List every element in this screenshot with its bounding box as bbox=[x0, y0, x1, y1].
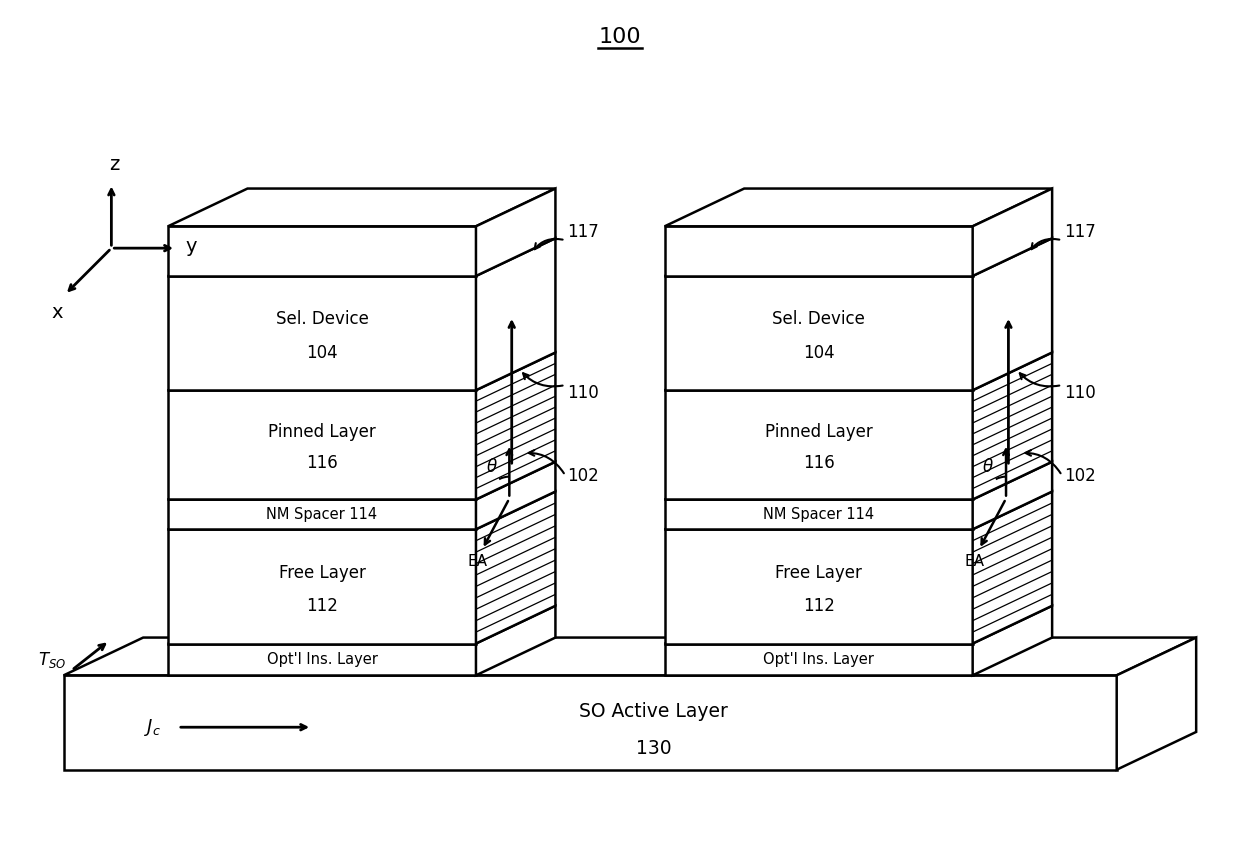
Text: y: y bbox=[186, 237, 197, 256]
Text: 102: 102 bbox=[1064, 466, 1096, 485]
Polygon shape bbox=[476, 492, 556, 643]
Text: $J_c$: $J_c$ bbox=[144, 717, 161, 738]
Polygon shape bbox=[167, 530, 476, 643]
Text: 112: 112 bbox=[306, 597, 339, 615]
Text: 104: 104 bbox=[306, 344, 337, 361]
Polygon shape bbox=[972, 605, 1052, 675]
Text: 110: 110 bbox=[568, 384, 599, 402]
Text: Sel. Device: Sel. Device bbox=[773, 311, 866, 328]
Polygon shape bbox=[1117, 637, 1197, 770]
Text: 112: 112 bbox=[802, 597, 835, 615]
Polygon shape bbox=[665, 226, 972, 276]
Text: Opt'l Ins. Layer: Opt'l Ins. Layer bbox=[764, 652, 874, 667]
Polygon shape bbox=[972, 238, 1052, 390]
Text: Pinned Layer: Pinned Layer bbox=[268, 423, 376, 440]
Polygon shape bbox=[665, 189, 1052, 226]
Polygon shape bbox=[63, 637, 1197, 675]
Text: Sel. Device: Sel. Device bbox=[275, 311, 368, 328]
Text: Pinned Layer: Pinned Layer bbox=[765, 423, 873, 440]
Polygon shape bbox=[665, 643, 972, 675]
Polygon shape bbox=[665, 499, 972, 530]
Polygon shape bbox=[167, 605, 556, 643]
Text: 116: 116 bbox=[306, 455, 337, 472]
Polygon shape bbox=[167, 499, 476, 530]
Text: $\theta$: $\theta$ bbox=[982, 458, 994, 476]
Polygon shape bbox=[665, 390, 972, 499]
Polygon shape bbox=[167, 226, 476, 276]
Polygon shape bbox=[167, 492, 556, 530]
Polygon shape bbox=[476, 189, 556, 276]
Text: Free Layer: Free Layer bbox=[279, 563, 366, 582]
Text: Opt'l Ins. Layer: Opt'l Ins. Layer bbox=[267, 652, 377, 667]
Text: 117: 117 bbox=[568, 223, 599, 242]
Text: NM Spacer 114: NM Spacer 114 bbox=[763, 507, 874, 522]
Polygon shape bbox=[167, 353, 556, 390]
Polygon shape bbox=[63, 675, 1117, 770]
Text: $\theta$: $\theta$ bbox=[486, 458, 497, 476]
Text: 104: 104 bbox=[802, 344, 835, 361]
Text: Free Layer: Free Layer bbox=[775, 563, 862, 582]
Text: 100: 100 bbox=[599, 27, 641, 46]
Polygon shape bbox=[665, 353, 1052, 390]
Polygon shape bbox=[665, 461, 1052, 499]
Polygon shape bbox=[665, 605, 1052, 643]
Polygon shape bbox=[167, 189, 556, 226]
Text: NM Spacer 114: NM Spacer 114 bbox=[267, 507, 377, 522]
Polygon shape bbox=[167, 461, 556, 499]
Polygon shape bbox=[167, 390, 476, 499]
Text: 116: 116 bbox=[802, 455, 835, 472]
Polygon shape bbox=[476, 461, 556, 530]
Text: SO Active Layer: SO Active Layer bbox=[579, 701, 728, 721]
Text: x: x bbox=[51, 302, 63, 322]
Polygon shape bbox=[972, 353, 1052, 499]
Text: EA: EA bbox=[963, 554, 985, 569]
Text: 110: 110 bbox=[1064, 384, 1096, 402]
Polygon shape bbox=[476, 238, 556, 390]
Text: z: z bbox=[109, 155, 119, 173]
Polygon shape bbox=[972, 492, 1052, 643]
Polygon shape bbox=[665, 492, 1052, 530]
Polygon shape bbox=[476, 353, 556, 499]
Polygon shape bbox=[167, 276, 476, 390]
Polygon shape bbox=[167, 238, 556, 276]
Polygon shape bbox=[665, 530, 972, 643]
Polygon shape bbox=[476, 605, 556, 675]
Polygon shape bbox=[665, 276, 972, 390]
Text: 117: 117 bbox=[1064, 223, 1096, 242]
Polygon shape bbox=[167, 643, 476, 675]
Text: $T_{SO}$: $T_{SO}$ bbox=[38, 650, 67, 670]
Polygon shape bbox=[972, 461, 1052, 530]
Text: EA: EA bbox=[467, 554, 487, 569]
Text: 102: 102 bbox=[568, 466, 599, 485]
Polygon shape bbox=[972, 189, 1052, 276]
Text: 130: 130 bbox=[636, 739, 671, 759]
Polygon shape bbox=[665, 238, 1052, 276]
